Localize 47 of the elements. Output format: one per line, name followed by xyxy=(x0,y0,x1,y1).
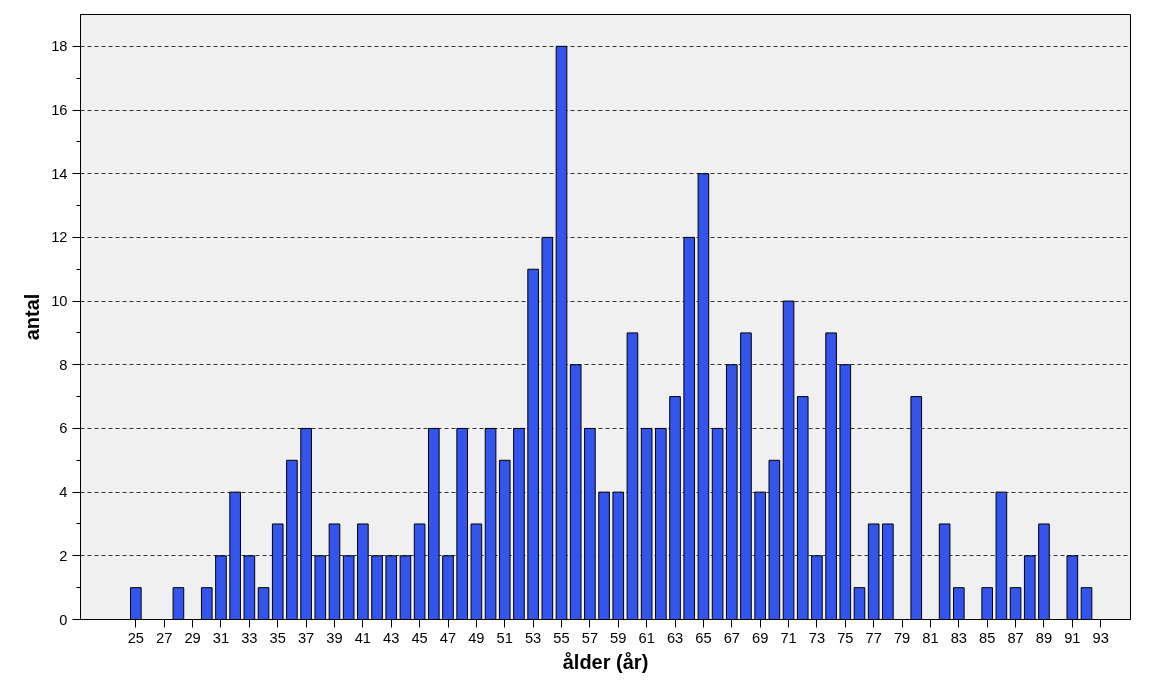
x-tick-label: 71 xyxy=(780,629,797,646)
x-tick-label: 53 xyxy=(524,629,542,646)
x-tick-label: 65 xyxy=(695,629,712,646)
y-tick-label: 6 xyxy=(59,420,68,437)
x-tick-label: 79 xyxy=(893,629,911,646)
x-tick-label: 41 xyxy=(354,629,372,646)
x-axis-title: ålder (år) xyxy=(562,650,649,673)
x-tick-label: 45 xyxy=(411,629,428,646)
x-tick-label: 33 xyxy=(241,629,258,646)
x-tick-label: 59 xyxy=(610,629,627,646)
y-tick-label: 4 xyxy=(59,484,68,501)
x-tick-label: 57 xyxy=(581,629,599,646)
y-tick-label: 12 xyxy=(51,229,68,246)
x-tick-label: 91 xyxy=(1064,629,1081,646)
x-tick-label: 63 xyxy=(666,629,684,646)
y-tick-label: 2 xyxy=(59,547,68,564)
x-tick-label: 25 xyxy=(127,629,144,646)
x-tick-label: 69 xyxy=(752,629,769,646)
y-tick-label: 14 xyxy=(51,165,68,182)
x-tick-label: 75 xyxy=(837,629,854,646)
x-tick-label: 35 xyxy=(269,629,286,646)
x-tick-label: 49 xyxy=(468,629,485,646)
x-tick-label: 27 xyxy=(156,629,173,646)
x-tick-label: 31 xyxy=(212,629,230,646)
x-tick-label: 87 xyxy=(1007,629,1024,646)
x-tick-label: 67 xyxy=(723,629,740,646)
x-tick-label: 39 xyxy=(326,629,343,646)
y-axis-title: antal xyxy=(21,293,44,341)
x-tick-label: 73 xyxy=(808,629,826,646)
x-tick-label: 43 xyxy=(383,629,400,646)
y-tick-label: 10 xyxy=(51,293,68,310)
x-tick-label: 93 xyxy=(1092,629,1109,646)
x-tick-label: 81 xyxy=(922,629,939,646)
y-tick-label: 16 xyxy=(51,102,68,119)
x-tick-label: 51 xyxy=(496,629,513,646)
x-tick-label: 47 xyxy=(439,629,457,646)
y-tick-label: 18 xyxy=(51,38,68,55)
y-tick-label: 0 xyxy=(59,611,68,628)
x-tick-label: 37 xyxy=(297,629,315,646)
x-tick-label: 29 xyxy=(184,629,201,646)
y-tick-label: 8 xyxy=(59,356,68,373)
x-tick-label: 61 xyxy=(638,629,655,646)
x-tick-label: 55 xyxy=(553,629,570,646)
x-tick-label: 89 xyxy=(1035,629,1053,646)
x-tick-label: 85 xyxy=(979,629,996,646)
x-tick-label: 83 xyxy=(950,629,967,646)
x-tick-label: 77 xyxy=(865,629,882,646)
